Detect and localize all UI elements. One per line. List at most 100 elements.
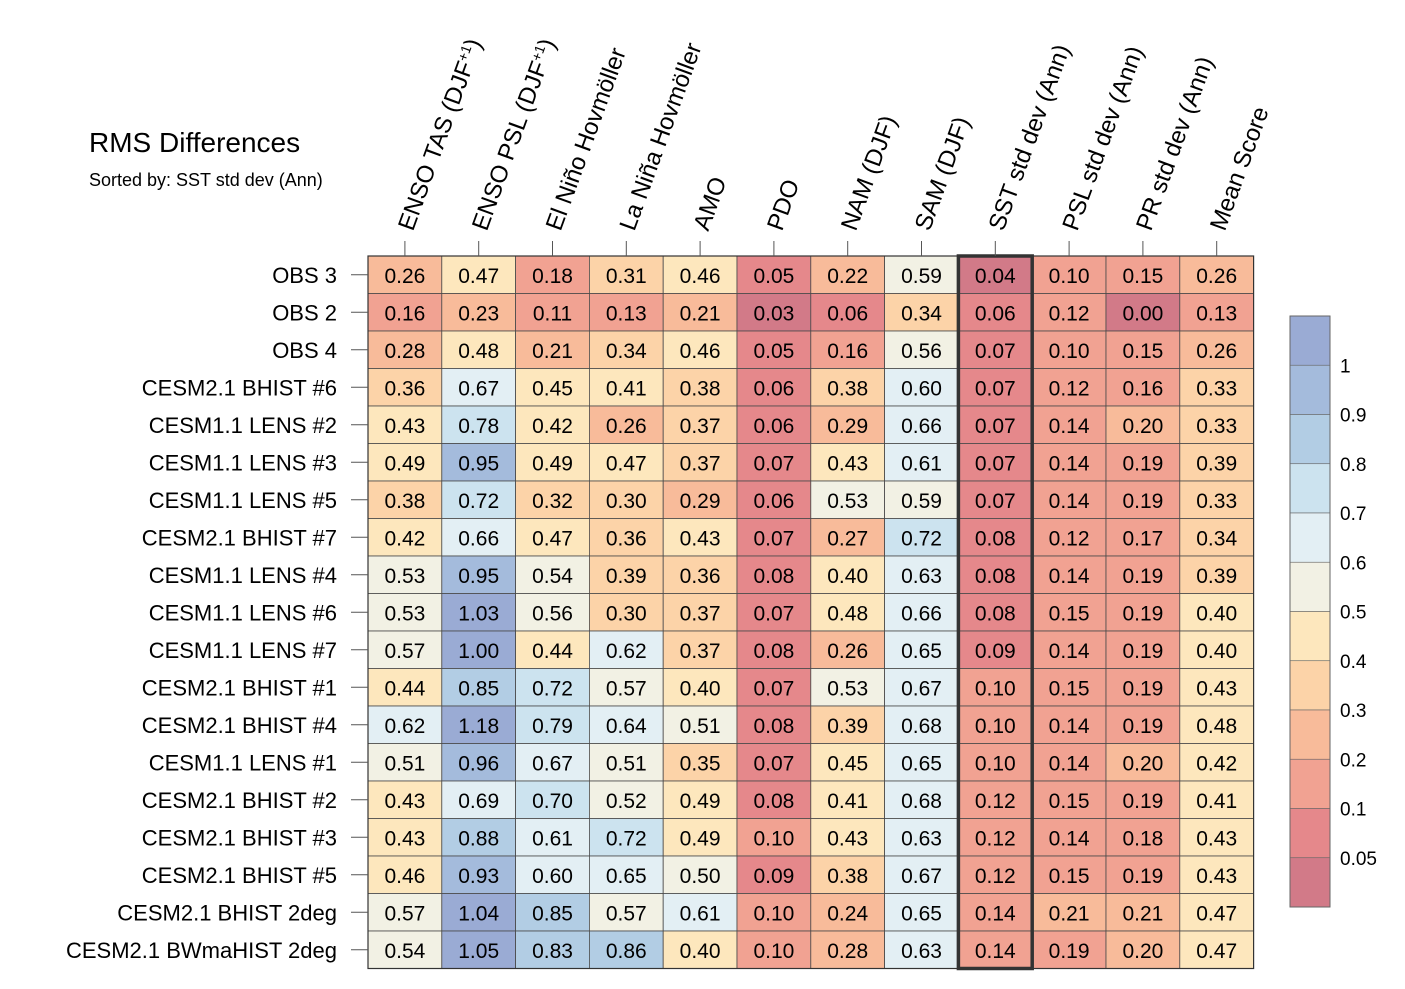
heatmap-cell	[515, 743, 590, 782]
heatmap-cell	[441, 780, 516, 819]
heatmap-cell	[884, 330, 959, 369]
heatmap-cell	[662, 443, 738, 482]
cell-value: 0.06	[753, 490, 794, 513]
cell-value: 1.04	[458, 902, 499, 925]
heatmap-cell	[958, 443, 1033, 482]
cell-value: 0.06	[753, 377, 794, 400]
cell-value: 0.14	[1049, 452, 1090, 475]
cell-value: 1.00	[458, 640, 499, 663]
heatmap-cell	[1105, 255, 1181, 294]
colorbar-segment	[1289, 364, 1331, 415]
heatmap-cell	[1179, 293, 1255, 332]
cell-value: 0.65	[606, 865, 647, 888]
cell-value: 0.43	[827, 452, 868, 475]
heatmap-cell	[1179, 780, 1255, 819]
cell-value: 0.86	[606, 940, 647, 963]
heatmap-cell	[736, 630, 812, 669]
heatmap-cell	[1031, 330, 1107, 369]
heatmap-cell	[662, 705, 738, 744]
cell-value: 0.08	[753, 790, 794, 813]
cell-value: 0.56	[901, 340, 942, 363]
heatmap-cell	[958, 705, 1033, 744]
cell-value: 0.20	[1122, 940, 1163, 963]
colorbar-label: 0.05	[1340, 849, 1377, 870]
heatmap-cell	[1179, 855, 1255, 894]
heatmap-cell	[515, 555, 590, 594]
cell-value: 0.47	[1196, 940, 1237, 963]
cell-value: 0.12	[1049, 302, 1090, 325]
heatmap-cell	[958, 630, 1033, 669]
cell-value: 0.12	[975, 865, 1016, 888]
cell-value: 0.64	[606, 715, 647, 738]
heatmap-cell	[1105, 330, 1181, 369]
cell-value: 0.19	[1122, 490, 1163, 513]
row-label: OBS 4	[272, 338, 337, 363]
cell-value: 0.14	[1049, 490, 1090, 513]
cell-value: 0.83	[532, 940, 573, 963]
cell-value: 0.08	[975, 602, 1016, 625]
heatmap-cell	[367, 593, 443, 632]
heatmap-cell	[662, 780, 738, 819]
heatmap-cell	[515, 293, 590, 332]
cell-value: 0.21	[1049, 902, 1090, 925]
cell-value: 0.42	[384, 527, 425, 550]
heatmap-cell	[367, 518, 443, 557]
cell-value: 0.15	[1122, 265, 1163, 288]
colorbar-label: 0.7	[1340, 504, 1366, 525]
heatmap-cell	[884, 743, 959, 782]
cell-value: 0.19	[1122, 452, 1163, 475]
column-label: La Niña Hovmöller	[615, 39, 708, 234]
cell-value: 0.95	[458, 452, 499, 475]
cell-value: 0.35	[680, 752, 721, 775]
cell-value: 0.07	[753, 452, 794, 475]
cell-value: 0.13	[606, 302, 647, 325]
cell-value: 0.10	[975, 715, 1016, 738]
heatmap-cell	[1105, 555, 1181, 594]
heatmap-cell	[441, 555, 516, 594]
heatmap-cell	[367, 255, 443, 294]
cell-value: 0.47	[1196, 902, 1237, 925]
heatmap-cell	[1179, 480, 1255, 519]
chart-subtitle: Sorted by: SST std dev (Ann)	[89, 170, 323, 190]
colorbar-segment	[1289, 808, 1331, 859]
column-label: AMO	[688, 173, 732, 234]
cell-value: 0.43	[1196, 865, 1237, 888]
cell-value: 0.12	[975, 790, 1016, 813]
heatmap-cell	[515, 405, 590, 444]
cell-value: 0.12	[1049, 377, 1090, 400]
heatmap-cell	[1179, 668, 1255, 707]
row-label: CESM2.1 BHIST #6	[142, 375, 337, 400]
cell-value: 0.45	[532, 377, 573, 400]
heatmap-cell	[1031, 518, 1107, 557]
heatmap-cell	[1031, 705, 1107, 744]
cell-value: 0.53	[384, 565, 425, 588]
cell-value: 0.06	[753, 415, 794, 438]
cell-value: 0.65	[901, 752, 942, 775]
cell-value: 0.09	[753, 865, 794, 888]
cell-value: 0.57	[384, 902, 425, 925]
cell-value: 0.15	[1049, 865, 1090, 888]
heatmap-cell	[1105, 893, 1181, 932]
heatmap-cell	[884, 443, 959, 482]
cell-value: 0.67	[901, 677, 942, 700]
heatmap-cell	[884, 855, 959, 894]
cell-value: 0.46	[680, 340, 721, 363]
cell-value: 0.09	[975, 640, 1016, 663]
column-label: PSL std dev (Ann)	[1057, 43, 1149, 234]
heatmap-cell	[1105, 368, 1181, 407]
heatmap-cell	[1031, 593, 1107, 632]
heatmap-cell	[662, 555, 738, 594]
cell-value: 0.52	[606, 790, 647, 813]
cell-value: 0.59	[901, 490, 942, 513]
cell-value: 0.36	[384, 377, 425, 400]
heatmap-cell	[367, 930, 443, 969]
heatmap-cell	[1031, 668, 1107, 707]
heatmap-cell	[1179, 705, 1255, 744]
heatmap-cell	[958, 818, 1033, 857]
cell-value: 0.37	[680, 602, 721, 625]
cell-value: 0.50	[680, 865, 721, 888]
cell-value: 0.51	[680, 715, 721, 738]
cell-value: 0.39	[606, 565, 647, 588]
heatmap-cell	[884, 555, 959, 594]
